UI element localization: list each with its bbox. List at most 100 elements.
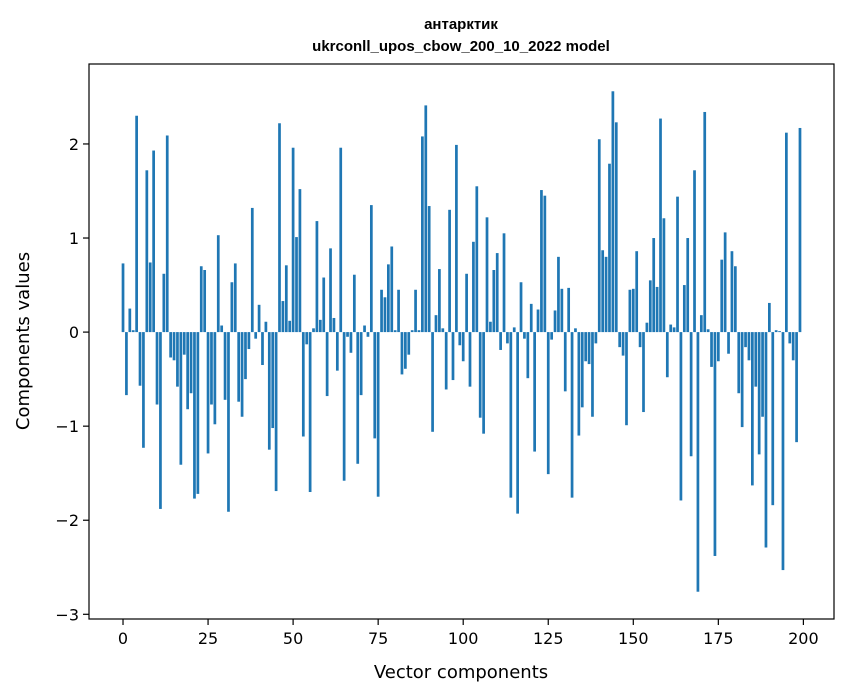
bar-112 — [502, 233, 506, 333]
bar-15 — [172, 332, 176, 361]
bar-114 — [509, 332, 513, 498]
bar-45 — [274, 332, 278, 492]
bar-108 — [489, 321, 492, 333]
bar-111 — [499, 332, 502, 350]
x-tick-label: 50 — [283, 629, 303, 648]
bar-188 — [761, 332, 764, 417]
y-tick-label: 0 — [69, 323, 79, 342]
bar-64 — [339, 147, 343, 333]
bar-164 — [679, 332, 683, 501]
bar-16 — [176, 332, 179, 387]
bar-134 — [577, 332, 581, 436]
bar-6 — [142, 332, 145, 448]
bar-68 — [352, 274, 356, 333]
bar-8 — [148, 262, 152, 333]
bar-5 — [138, 332, 142, 386]
bar-177 — [723, 232, 727, 333]
bar-143 — [608, 163, 611, 333]
bar-121 — [533, 332, 536, 452]
bar-49 — [288, 320, 292, 333]
bar-133 — [574, 328, 577, 333]
x-axis-label: Vector components — [374, 662, 548, 683]
y-tick-label: −2 — [55, 511, 79, 530]
bar-190 — [768, 302, 771, 333]
bar-37 — [247, 332, 251, 350]
bar-72 — [366, 332, 370, 337]
bar-12 — [162, 273, 166, 333]
bar-173 — [710, 332, 713, 367]
bar-125 — [546, 332, 550, 475]
bar-85 — [410, 330, 414, 333]
bar-186 — [754, 332, 758, 387]
y-tick-label: −1 — [55, 417, 79, 436]
bar-10 — [155, 332, 159, 405]
y-axis-label: Components values — [13, 252, 34, 430]
bar-82 — [400, 332, 404, 375]
bar-189 — [764, 332, 768, 548]
bar-32 — [230, 282, 234, 333]
bar-104 — [475, 186, 479, 333]
bar-43 — [267, 332, 271, 450]
bar-127 — [553, 310, 557, 333]
bar-129 — [560, 288, 564, 333]
bar-159 — [662, 218, 666, 333]
bar-194 — [781, 332, 785, 571]
x-tick-label: 100 — [448, 629, 479, 648]
y-tick-label: 2 — [69, 135, 79, 154]
plot-area-frame — [88, 63, 835, 620]
bar-50 — [291, 147, 295, 333]
bar-187 — [757, 332, 761, 455]
bar-199 — [798, 127, 802, 333]
bar-107 — [485, 217, 489, 333]
bar-153 — [642, 332, 645, 413]
bar-113 — [506, 332, 509, 344]
x-tick-label: 125 — [533, 629, 564, 648]
bar-174 — [713, 332, 717, 556]
bar-170 — [699, 315, 703, 333]
bar-31 — [227, 332, 230, 512]
bar-105 — [478, 332, 482, 418]
bar-152 — [638, 332, 642, 348]
bar-149 — [628, 289, 632, 333]
bar-99 — [458, 332, 462, 346]
bar-79 — [390, 246, 394, 333]
x-tick-label: 75 — [368, 629, 388, 648]
chart-title: антарктик — [424, 16, 498, 33]
bar-193 — [778, 331, 781, 333]
bar-88 — [421, 136, 424, 333]
bar-84 — [407, 332, 411, 355]
bar-63 — [335, 332, 339, 371]
bar-130 — [563, 332, 567, 392]
bar-117 — [519, 282, 523, 333]
bar-142 — [604, 256, 608, 333]
bar-44 — [271, 332, 275, 429]
bar-183 — [744, 332, 747, 348]
bar-46 — [278, 123, 281, 333]
bar-81 — [397, 289, 400, 333]
bar-96 — [448, 209, 451, 333]
x-tick-label: 0 — [118, 629, 128, 648]
bar-156 — [652, 238, 656, 333]
bar-101 — [465, 273, 468, 333]
bar-25 — [206, 332, 210, 454]
bar-120 — [529, 303, 533, 333]
y-axis-ticks: −3 −2 −1 0 1 2 — [55, 135, 89, 624]
bar-11 — [159, 332, 162, 509]
bar-89 — [424, 105, 428, 333]
bar-161 — [669, 324, 673, 333]
bar-181 — [737, 332, 741, 394]
x-tick-label: 175 — [703, 629, 734, 648]
bar-91 — [431, 332, 434, 432]
bar-132 — [570, 332, 574, 498]
bar-124 — [543, 195, 547, 333]
bar-14 — [169, 332, 172, 358]
bar-80 — [393, 330, 397, 333]
bar-126 — [550, 332, 554, 340]
bar-128 — [557, 256, 560, 333]
bar-141 — [601, 250, 605, 333]
bar-165 — [682, 285, 686, 333]
x-tick-label: 25 — [198, 629, 218, 648]
bar-139 — [594, 332, 598, 344]
bar-178 — [727, 332, 730, 354]
bar-18 — [182, 332, 186, 355]
